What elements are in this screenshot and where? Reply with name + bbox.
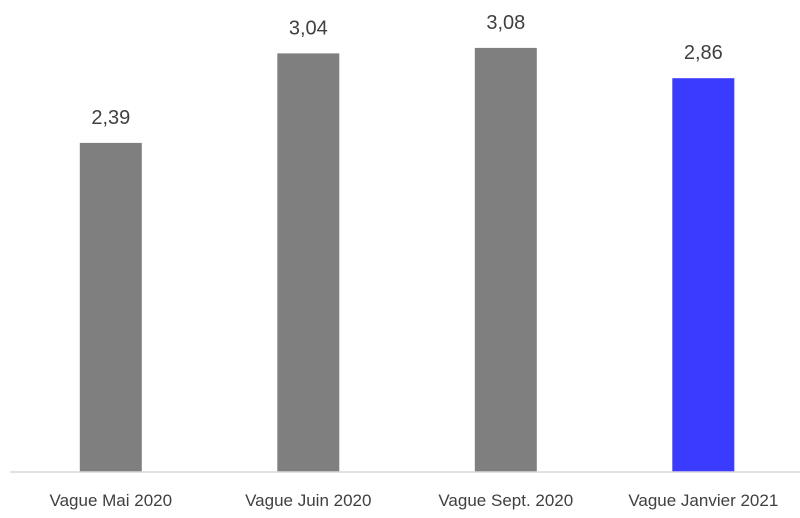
- x-tick-labels-layer: Vague Mai 2020 Vague Juin 2020 Vague Sept.…: [50, 491, 779, 510]
- x-tick-label-1: Vague Mai 2020: [50, 491, 173, 510]
- data-label-3: 3,08: [486, 12, 525, 34]
- x-tick-label-4: Vague Janvier 2021: [628, 491, 778, 510]
- x-tick-label-3: Vague Sept. 2020: [438, 491, 573, 510]
- bar-2: [277, 53, 340, 473]
- bar-1: [79, 142, 142, 472]
- value-labels-layer: 2,39 3,04 3,08 2,86: [91, 12, 722, 129]
- bar-4: [672, 78, 735, 472]
- data-label-2: 3,04: [289, 17, 328, 39]
- bars-layer: [79, 47, 735, 473]
- data-label-1: 2,39: [91, 107, 130, 129]
- data-label-4: 2,86: [684, 42, 723, 64]
- bar-3: [474, 47, 537, 473]
- x-tick-label-2: Vague Juin 2020: [245, 491, 371, 510]
